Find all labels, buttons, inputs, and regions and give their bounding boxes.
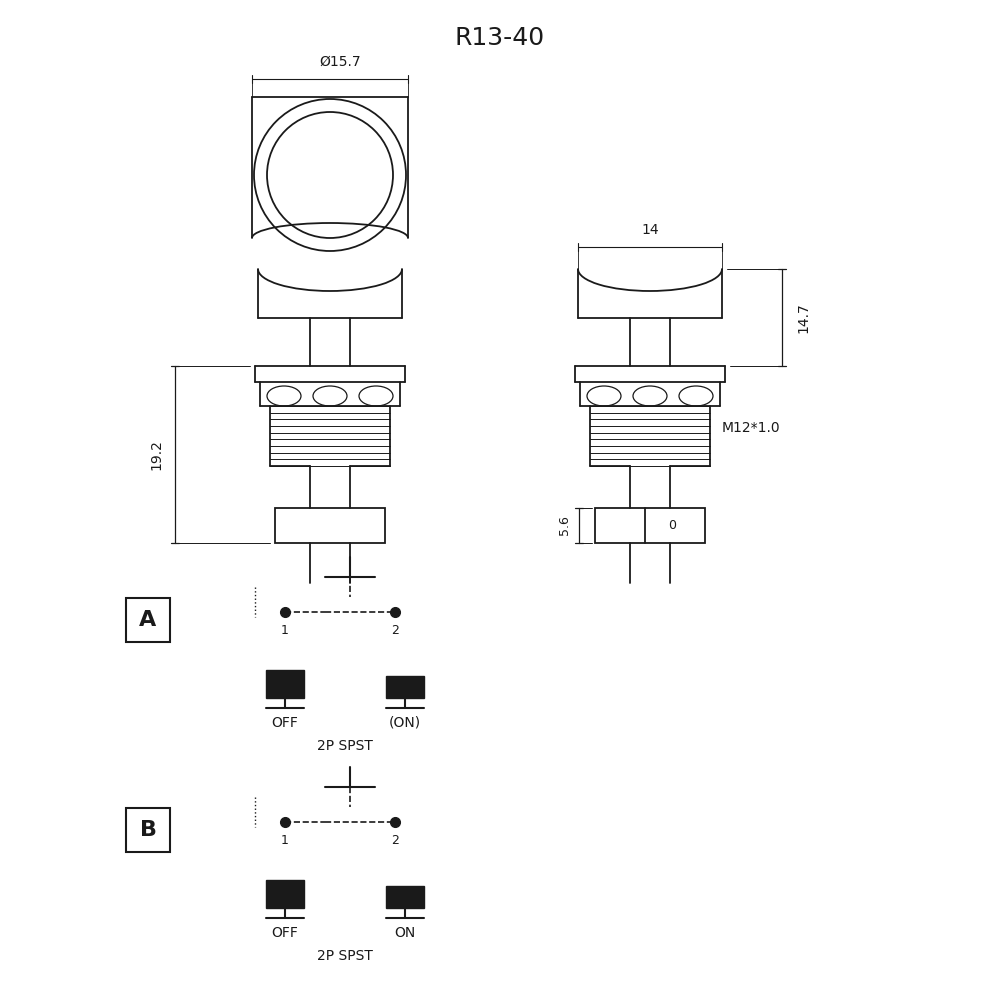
Text: 2: 2	[391, 834, 399, 846]
Text: 2P SPST: 2P SPST	[317, 949, 373, 963]
Text: M12*1.0: M12*1.0	[722, 421, 781, 435]
Bar	[126, 808, 170, 852]
Text: 14.7: 14.7	[796, 302, 810, 333]
Bar	[275, 508, 385, 543]
Text: OFF: OFF	[272, 926, 298, 940]
Text: ON: ON	[394, 926, 416, 940]
Text: B: B	[140, 820, 156, 840]
Text: 0: 0	[668, 519, 676, 532]
Bar	[595, 508, 705, 543]
Bar	[386, 676, 424, 698]
Text: 14: 14	[641, 223, 659, 237]
Text: 2: 2	[391, 624, 399, 637]
Text: (ON): (ON)	[389, 716, 421, 730]
Text: 5.6: 5.6	[558, 516, 571, 535]
Text: 1: 1	[281, 834, 289, 846]
Text: 1: 1	[281, 624, 289, 637]
Text: A: A	[139, 610, 157, 630]
Text: R13-40: R13-40	[455, 26, 545, 50]
Text: 19.2: 19.2	[149, 439, 163, 470]
Text: OFF: OFF	[272, 716, 298, 730]
Text: Ø15.7: Ø15.7	[319, 55, 361, 69]
Bar	[386, 886, 424, 908]
Bar	[266, 880, 304, 908]
Bar	[266, 670, 304, 698]
Text: 2P SPST: 2P SPST	[317, 739, 373, 753]
Bar	[126, 598, 170, 642]
